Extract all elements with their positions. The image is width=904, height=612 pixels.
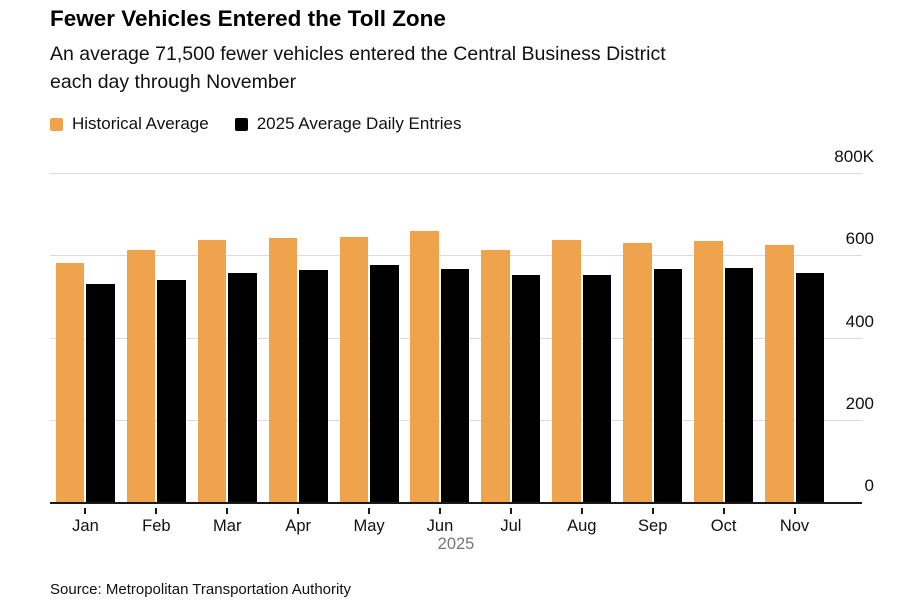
x-axis-month-label: Jan [72,517,99,535]
x-axis-baseline [50,502,862,504]
x-slot: Nov [759,508,830,536]
bar-2025-daily-entries [157,280,186,502]
x-tick [793,508,796,514]
x-axis-month-label: Jun [426,517,454,535]
bar-group [50,173,121,502]
x-axis-ticks: Jan Feb Mar Apr May Jun Jul Aug Sep Oct Nov [50,508,830,536]
bar-2025-daily-entries [653,269,683,502]
x-slot: Jul [475,508,546,536]
gridline [50,255,862,257]
x-axis-month-label: Jul [500,517,522,535]
x-slot: Aug [546,508,617,536]
bar-group [546,173,617,502]
x-axis-month-label: May [353,517,385,535]
bar-historical-average [197,239,227,502]
x-tick [438,508,441,514]
legend-label-2025-daily-entries: 2025 Average Daily Entries [256,114,462,133]
bar-historical-average [55,263,85,502]
x-tick [580,508,583,514]
x-tick [226,508,229,514]
x-slot: May [334,508,405,536]
x-axis-month-label: Feb [142,517,171,535]
y-axis-label: 800K [834,147,874,166]
legend-swatch-orange-icon [50,117,63,131]
bar-2025-daily-entries [299,269,328,502]
plot-area: 800K 600 400 200 0 [50,147,874,504]
bar-group [617,173,688,502]
bar-group [263,173,334,502]
bar-2025-daily-entries [795,272,825,502]
x-slot: Oct [688,508,759,536]
x-axis-month-label: Sep [638,517,668,535]
x-axis-month-label: Nov [779,517,810,535]
x-axis-month-label: Aug [567,517,597,535]
bar-group [334,173,405,502]
bar-2025-daily-entries [724,268,754,502]
x-tick [509,508,512,514]
bar-historical-average [623,242,652,502]
bar-historical-average [694,241,723,502]
bar-historical-average [552,239,581,502]
x-tick [368,508,371,514]
bar-historical-average [339,236,369,502]
x-slot: Jan [50,508,121,536]
bar-group [688,173,759,502]
bars-layer [50,173,830,502]
legend: Historical Average 2025 Average Daily En… [50,114,461,134]
bar-historical-average [268,237,298,502]
bar-group [192,173,263,502]
legend-item-historical-average: Historical Average [50,114,209,134]
chart-title: Fewer Vehicles Entered the Toll Zone [50,6,446,31]
gridline [50,173,862,174]
chart-subtitle: An average 71,500 fewer vehicles entered… [50,43,666,93]
bar-2025-daily-entries [228,272,257,502]
x-tick [722,508,725,514]
legend-swatch-black-icon [234,117,248,131]
bar-group [405,173,476,502]
x-tick [297,508,300,514]
bar-historical-average [765,244,794,502]
x-slot: Mar [192,508,263,536]
x-axis-year-label: 2025 [437,535,475,553]
bar-group [121,173,192,502]
bar-group [475,173,546,502]
bar-2025-daily-entries [511,275,541,502]
bar-2025-daily-entries [582,275,612,502]
x-tick [651,508,654,514]
bar-group [759,173,830,502]
x-slot: Sep [617,508,688,536]
x-slot: Feb [121,508,192,536]
bar-2025-daily-entries [370,264,399,502]
x-axis-month-label: Mar [213,517,242,535]
x-tick [155,508,158,514]
bar-2025-daily-entries [440,268,470,502]
x-slot: Jun [405,508,476,536]
source-note: Source: Metropolitan Transportation Auth… [50,581,351,598]
bar-historical-average [410,230,439,502]
x-slot: Apr [263,508,334,536]
x-tick [84,508,87,514]
bar-historical-average [126,250,156,502]
legend-item-2025-daily-entries: 2025 Average Daily Entries [234,114,462,134]
x-axis-month-label: Oct [710,517,737,535]
y-axis-label: 0 [864,476,874,495]
x-axis-month-label: Apr [285,517,312,535]
legend-label-historical-average: Historical Average [72,114,209,133]
bar-2025-daily-entries [86,283,115,502]
bar-historical-average [481,249,510,502]
